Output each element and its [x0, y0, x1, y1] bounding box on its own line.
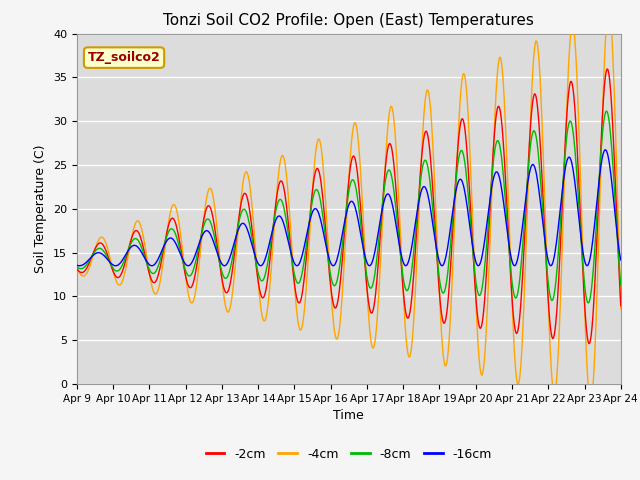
Text: TZ_soilco2: TZ_soilco2	[88, 51, 161, 64]
Title: Tonzi Soil CO2 Profile: Open (East) Temperatures: Tonzi Soil CO2 Profile: Open (East) Temp…	[163, 13, 534, 28]
Y-axis label: Soil Temperature (C): Soil Temperature (C)	[35, 144, 47, 273]
X-axis label: Time: Time	[333, 409, 364, 422]
Legend: -2cm, -4cm, -8cm, -16cm: -2cm, -4cm, -8cm, -16cm	[200, 443, 497, 466]
